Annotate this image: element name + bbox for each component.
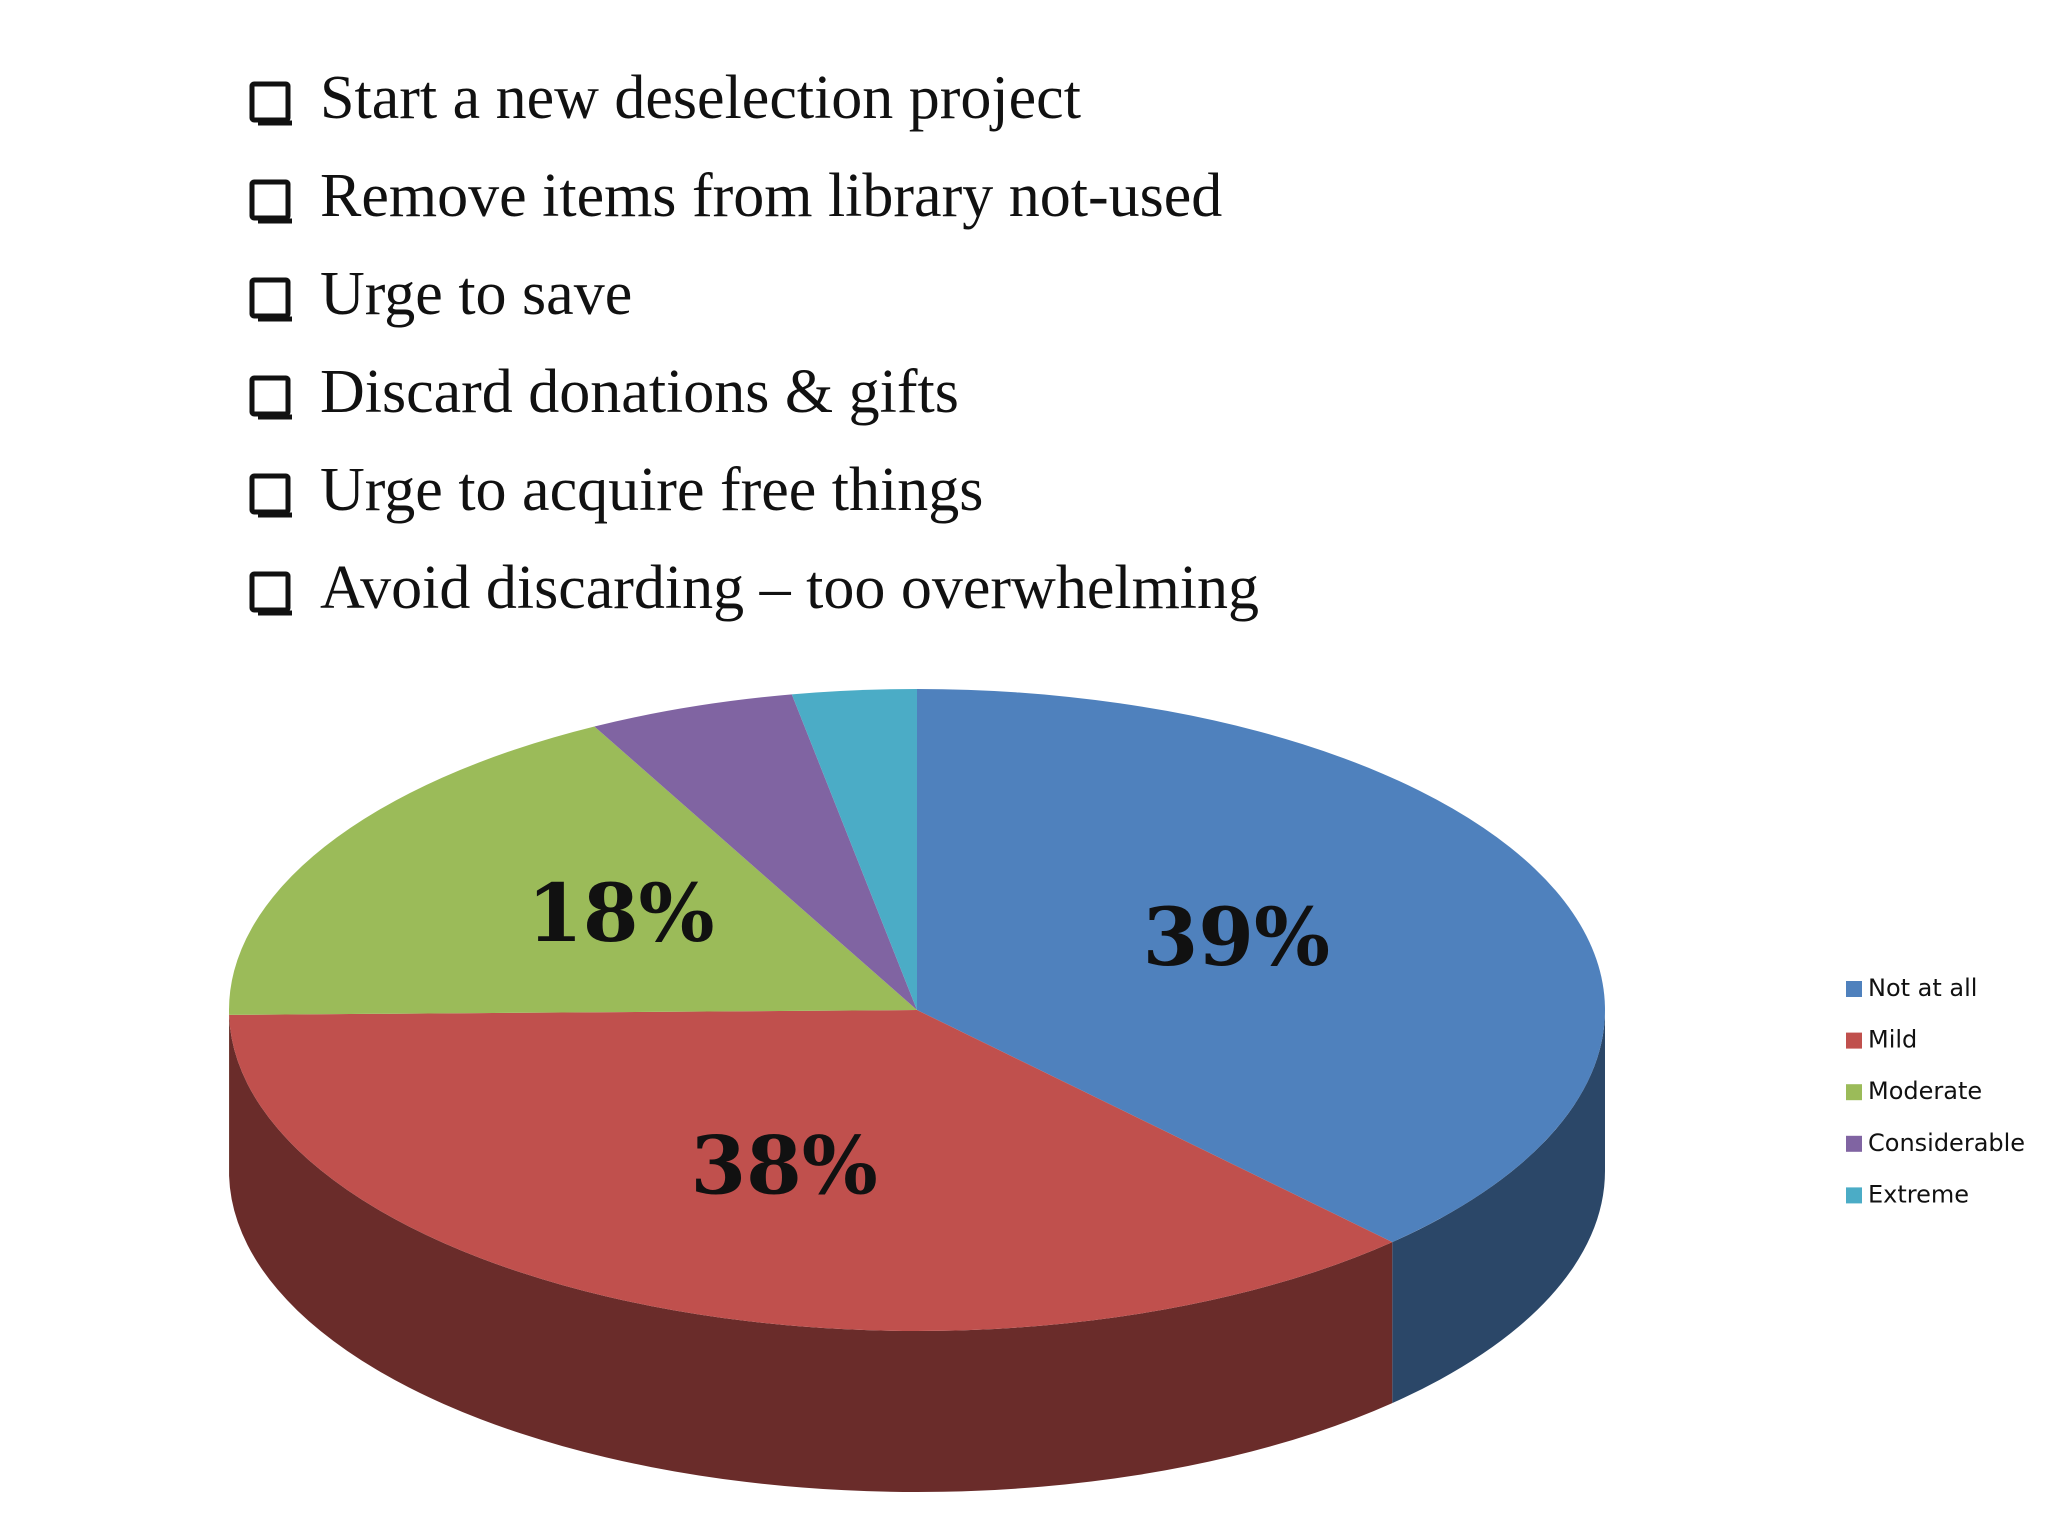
slice — [791, 689, 917, 1010]
data-label: 18% — [527, 866, 714, 960]
legend-swatch — [1846, 981, 1862, 997]
slice-side — [1392, 1010, 1605, 1404]
checkbox — [249, 375, 291, 417]
legend-label: Extreme — [1868, 1180, 1969, 1208]
data-label: 39% — [1143, 890, 1330, 984]
slice — [917, 689, 1605, 1243]
legend-swatch — [1846, 1084, 1862, 1101]
legend-label: Considerable — [1868, 1129, 2025, 1157]
checkbox — [249, 571, 291, 613]
data-label: 38% — [690, 1119, 877, 1213]
legend-label: Mild — [1868, 1026, 1917, 1054]
bullet-text: Remove items from library not-used — [320, 162, 1222, 230]
legend-label: Moderate — [1868, 1077, 1982, 1105]
legend-swatch — [1846, 1032, 1862, 1049]
checkbox — [249, 277, 291, 319]
bullet-text: Discard donations & gifts — [320, 358, 959, 426]
checkbox — [249, 81, 291, 123]
bullet-text: Avoid discarding – too overwhelming — [320, 554, 1259, 622]
legend-swatch — [1846, 1187, 1862, 1204]
slice-side — [229, 1014, 1393, 1492]
bullet-text: Urge to save — [320, 260, 632, 328]
bullet-text: Start a new deselection project — [320, 64, 1081, 132]
legend-swatch — [1846, 1135, 1862, 1152]
slice — [229, 1010, 1393, 1331]
slice — [594, 694, 917, 1010]
bullet-text: Urge to acquire free things — [320, 456, 983, 524]
legend-label: Not at all — [1868, 974, 1977, 1002]
checkbox — [249, 179, 291, 221]
slice — [228, 726, 917, 1015]
checkbox — [249, 473, 291, 515]
